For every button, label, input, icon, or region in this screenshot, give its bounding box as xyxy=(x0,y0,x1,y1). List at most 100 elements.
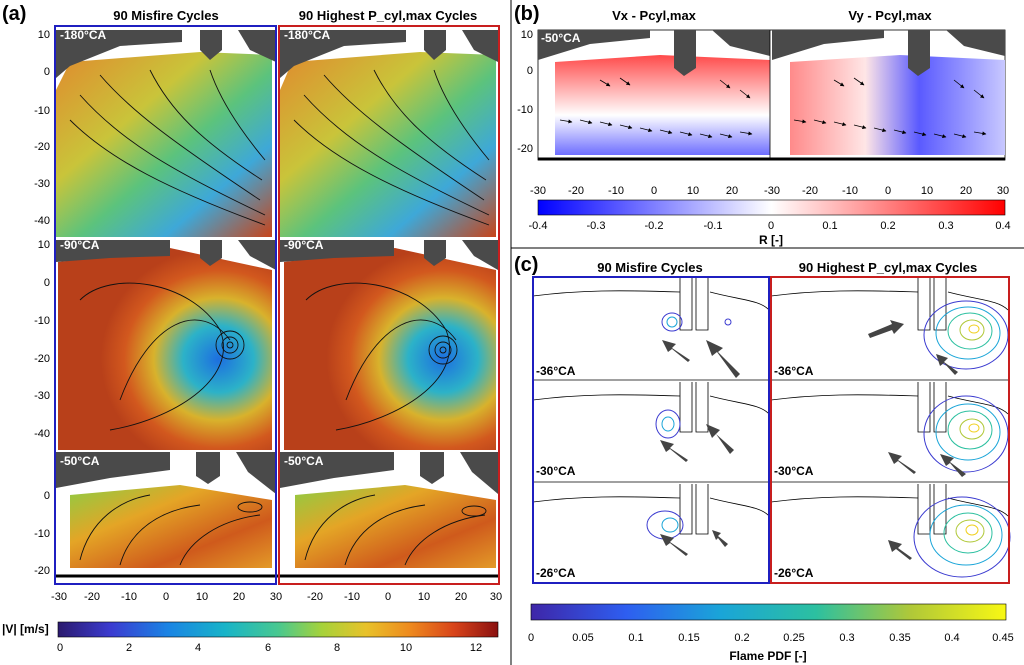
panel-c-colorbar-tick: 0.35 xyxy=(889,632,910,644)
panel-a-colorbar-tick: 10 xyxy=(400,642,412,654)
panel-b-quiver xyxy=(559,77,987,139)
panel-c-colorbar xyxy=(530,603,1007,621)
panel-b-ytick: -10 xyxy=(517,104,533,116)
panel-c-colorbar-tick: 0.2 xyxy=(734,632,749,644)
panel-a-colorbar-tick: 8 xyxy=(334,642,340,654)
panel-a-xtick: -20 xyxy=(84,591,100,603)
panel-a-ytick: -20 xyxy=(34,565,50,577)
panel-a-xtick: 0 xyxy=(163,591,169,603)
panel-c-label: (c) xyxy=(514,254,538,276)
panel-b-title-vx: Vx - Pcyl,max xyxy=(612,8,697,23)
panel-a-field-misfire-90 xyxy=(58,248,272,450)
panel-a-ytick: -20 xyxy=(34,141,50,153)
panel-a-highest-border xyxy=(278,25,500,585)
panel-a-field-highest-180 xyxy=(280,52,496,237)
panel-c-cylinder-outlines xyxy=(532,278,1009,535)
panel-a-colorbar-tick: 6 xyxy=(265,642,271,654)
panel-b-colorbar-tick: 0.1 xyxy=(822,220,837,232)
panel-a-row-label-50-highest: -50°CA xyxy=(284,454,324,468)
panel-a-ytick: 0 xyxy=(44,66,50,78)
panel-a-xtick: 30 xyxy=(270,591,282,603)
panel-a-ytick: -40 xyxy=(34,215,50,227)
panel-a-ytick: 0 xyxy=(44,490,50,502)
panel-a-colorbar-label: |V| [m/s] xyxy=(2,622,49,636)
panel-c-highest-border xyxy=(770,276,1010,584)
panel-a-colorbar-tick: 2 xyxy=(126,642,132,654)
panel-c-row-label-36-highest: -36°CA xyxy=(774,364,814,378)
panel-b-cylinder-heads xyxy=(538,30,1005,76)
panel-a-ytick: -10 xyxy=(34,528,50,540)
panel-c-colorbar-tick: 0 xyxy=(528,632,534,644)
panel-b-xtick: 30 xyxy=(997,185,1009,197)
panel-b-ytick: 10 xyxy=(521,29,533,41)
panel-a-ytick: -10 xyxy=(34,105,50,117)
panel-a-label: (a) xyxy=(2,3,26,25)
panel-a-ytick: 0 xyxy=(44,277,50,289)
panel-c-misfire-border xyxy=(532,276,770,584)
panel-a-xtick: 30 xyxy=(490,591,502,603)
panel-a-ytick: -10 xyxy=(34,315,50,327)
panel-c-row-label-26-highest: -26°CA xyxy=(774,566,814,580)
panel-b-field-vy xyxy=(790,55,1005,155)
panel-a-ytick: 10 xyxy=(38,239,50,251)
panel-c-colorbar-tick: 0.15 xyxy=(678,632,699,644)
panel-a-xtick: 10 xyxy=(196,591,208,603)
panel-a-row-label-90-highest: -90°CA xyxy=(284,238,324,252)
panel-c-colorbar-tick: 0.4 xyxy=(944,632,959,644)
panel-a-row-label-50-misfire: -50°CA xyxy=(60,454,100,468)
panel-c-colorbar-tick: 0.05 xyxy=(572,632,593,644)
panel-b-colorbar-tick: -0.2 xyxy=(645,220,664,232)
panel-a-row-label-90-misfire: -90°CA xyxy=(60,238,100,252)
panel-a-xtick: 20 xyxy=(233,591,245,603)
panel-b-colorbar-label: R [-] xyxy=(759,233,783,247)
panel-c-colorbar-tick: 0.3 xyxy=(839,632,854,644)
panel-c-row-label-30-misfire: -30°CA xyxy=(536,464,576,478)
panel-a-row-label-180-highest: -180°CA xyxy=(284,28,330,42)
panel-b-xtick: 0 xyxy=(885,185,891,197)
panel-a-xtick: 0 xyxy=(385,591,391,603)
panel-c-col-title-highest: 90 Highest P_cyl,max Cycles xyxy=(799,260,978,275)
panel-c-flame-contours xyxy=(646,300,1011,578)
panel-a-field-highest-50 xyxy=(295,485,496,568)
panel-a-streamlines xyxy=(69,69,490,566)
panel-a-field-misfire-180 xyxy=(56,52,272,237)
panel-c-colorbar-tick: 0.45 xyxy=(992,632,1013,644)
panel-c-row-label-26-misfire: -26°CA xyxy=(536,566,576,580)
panel-c-colorbar-label: Flame PDF [-] xyxy=(729,649,806,663)
panel-c-colorbar-tick: 0.25 xyxy=(783,632,804,644)
panel-b-xtick: 0 xyxy=(651,185,657,197)
panel-a-xtick: 20 xyxy=(455,591,467,603)
panel-b-xtick: 20 xyxy=(726,185,738,197)
panel-c-row-label-30-highest: -30°CA xyxy=(774,464,814,478)
panel-b-xtick: -30 xyxy=(530,185,546,197)
panel-c-arrows xyxy=(660,320,966,560)
panel-a-ytick: -20 xyxy=(34,353,50,365)
panel-b-xtick: 10 xyxy=(687,185,699,197)
panel-b-colorbar-tick: 0.4 xyxy=(995,220,1010,232)
panel-b-colorbar-tick: -0.3 xyxy=(587,220,606,232)
panel-a-col-title-misfire: 90 Misfire Cycles xyxy=(113,8,219,23)
panel-b-xtick: -10 xyxy=(608,185,624,197)
panel-b-field-vx xyxy=(555,55,770,155)
panel-a-ytick: -30 xyxy=(34,390,50,402)
panel-b-xtick: -20 xyxy=(568,185,584,197)
panel-b-ytick: -20 xyxy=(517,143,533,155)
panel-c-col-title-misfire: 90 Misfire Cycles xyxy=(597,260,703,275)
panel-b-label: (b) xyxy=(514,3,540,25)
panel-a-colorbar-tick: 4 xyxy=(195,642,201,654)
panel-c-colorbar-tick: 0.1 xyxy=(628,632,643,644)
panel-b-xtick: 20 xyxy=(960,185,972,197)
panel-a-row-label-180-misfire: -180°CA xyxy=(60,28,106,42)
panel-a-field-highest-90 xyxy=(284,248,496,450)
panel-b-colorbar-tick: -0.1 xyxy=(704,220,723,232)
panel-a-xtick: -10 xyxy=(344,591,360,603)
panel-a-ytick: -40 xyxy=(34,428,50,440)
panel-b-colorbar-tick: 0.3 xyxy=(938,220,953,232)
panel-b-colorbar-tick: 0 xyxy=(768,220,774,232)
panel-b-xtick: 10 xyxy=(921,185,933,197)
panel-b-row-label: -50°CA xyxy=(541,31,581,45)
panel-a-colorbar-tick: 0 xyxy=(57,642,63,654)
panel-a-cylinder-heads xyxy=(56,30,498,494)
panel-a-xtick: -30 xyxy=(51,591,67,603)
